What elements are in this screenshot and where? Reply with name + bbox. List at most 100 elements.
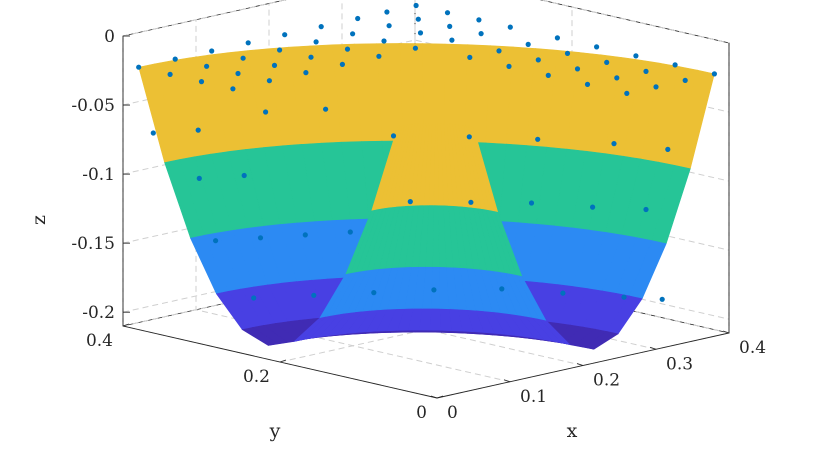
scatter-point xyxy=(355,15,361,22)
x-tick-label: 0.4 xyxy=(739,338,766,358)
scatter-point xyxy=(263,109,269,115)
scatter-point xyxy=(381,38,387,44)
scatter-point xyxy=(449,37,455,43)
scatter-point xyxy=(431,287,437,293)
scatter-point xyxy=(266,78,272,84)
x-tick xyxy=(576,363,584,366)
y-tick xyxy=(279,359,287,363)
scatter-point xyxy=(496,48,502,54)
scatter-point xyxy=(235,70,241,77)
scatter-point xyxy=(624,90,630,96)
y-axis-label: y xyxy=(269,420,281,442)
scatter-point xyxy=(604,59,610,65)
z-tick-label: -0.2 xyxy=(82,303,115,323)
scatter-point xyxy=(499,286,505,292)
scatter-point xyxy=(506,63,512,69)
scatter-point xyxy=(415,16,421,22)
scatter-point xyxy=(344,46,351,52)
scatter-point xyxy=(198,79,205,85)
x-tick xyxy=(722,330,730,334)
x-tick-label: 0 xyxy=(447,403,458,423)
y-tick-label: 0.2 xyxy=(243,367,270,387)
scatter-point xyxy=(614,75,620,81)
scatter-point xyxy=(507,24,513,30)
x-axis-label: x xyxy=(567,420,578,442)
scatter-point xyxy=(478,30,484,37)
scatter-point xyxy=(257,235,264,241)
scatter-point xyxy=(584,81,591,87)
scatter-point xyxy=(535,136,541,142)
scatter-point xyxy=(653,84,659,90)
surface-patch xyxy=(371,125,401,211)
scatter-point xyxy=(376,53,382,59)
scatter-point xyxy=(318,24,324,30)
scatter-point xyxy=(476,17,482,23)
x-tick xyxy=(503,379,511,383)
scatter-point xyxy=(271,62,278,68)
scatter-point xyxy=(621,294,627,300)
scatter-point xyxy=(468,199,474,205)
x-tick-label: 0.3 xyxy=(666,354,693,374)
scatter-point xyxy=(525,41,531,48)
scatter-point xyxy=(240,55,246,61)
scatter-point xyxy=(302,232,308,238)
scatter-point xyxy=(277,47,283,53)
surface xyxy=(138,43,715,350)
y-tick xyxy=(122,323,130,327)
scatter-point xyxy=(665,146,671,152)
scatter-point xyxy=(417,30,424,36)
scatter-point xyxy=(528,200,535,206)
scatter-point xyxy=(136,64,142,70)
scatter-point xyxy=(245,40,251,46)
scatter-point xyxy=(611,141,617,147)
scatter-point xyxy=(213,238,219,244)
scatter-point xyxy=(560,290,566,296)
scatter-point xyxy=(204,63,210,69)
scatter-point xyxy=(303,70,309,76)
scatter-point xyxy=(594,44,600,50)
scatter-point xyxy=(230,86,236,92)
scatter-point xyxy=(564,50,571,57)
x-tick-label: 0.1 xyxy=(520,387,547,407)
surface-patch xyxy=(470,126,499,213)
scatter-point xyxy=(467,54,473,61)
z-tick-label: -0.05 xyxy=(71,96,115,116)
scatter-point xyxy=(590,204,596,210)
scatter-point xyxy=(412,45,418,51)
scatter-point xyxy=(282,32,288,38)
scatter-point xyxy=(196,175,202,181)
scatter-point xyxy=(323,106,329,112)
scatter-point xyxy=(643,206,649,213)
scatter-point xyxy=(167,71,173,77)
z-tick-label: -0.15 xyxy=(71,234,115,254)
scatter-point xyxy=(545,72,551,78)
scatter-point xyxy=(659,296,665,302)
scatter-point xyxy=(643,68,649,74)
x-tick-label: 0.2 xyxy=(593,371,620,391)
scatter-point xyxy=(150,130,156,136)
scatter-point xyxy=(195,127,201,133)
scatter-point xyxy=(711,71,718,77)
scatter-point xyxy=(241,172,247,179)
scatter-point xyxy=(633,53,639,59)
y-tick xyxy=(436,395,444,399)
z-tick-label: 0 xyxy=(104,27,115,47)
x-tick xyxy=(430,395,438,399)
scatter-point xyxy=(535,57,541,63)
tick-labels: 0 -0.05 -0.1 -0.15 -0.2 0 0.1 0.2 0.3 0.4 0 0.2 0.4 xyxy=(71,27,766,423)
scatter-point xyxy=(251,295,257,301)
z-tick-label: -0.1 xyxy=(82,165,115,185)
scatter-point xyxy=(407,199,413,205)
scatter-point xyxy=(308,54,314,60)
z-axis-label: z xyxy=(28,215,50,225)
y-tick-label: 0 xyxy=(416,403,427,423)
scatter-point xyxy=(347,229,353,235)
scatter-points xyxy=(136,2,718,302)
x-tick xyxy=(649,346,657,350)
scatter-point xyxy=(311,292,317,298)
scatter-point xyxy=(350,31,356,37)
scatter-point xyxy=(172,56,178,62)
scatter-point xyxy=(386,23,392,29)
scatter-point xyxy=(444,10,451,16)
